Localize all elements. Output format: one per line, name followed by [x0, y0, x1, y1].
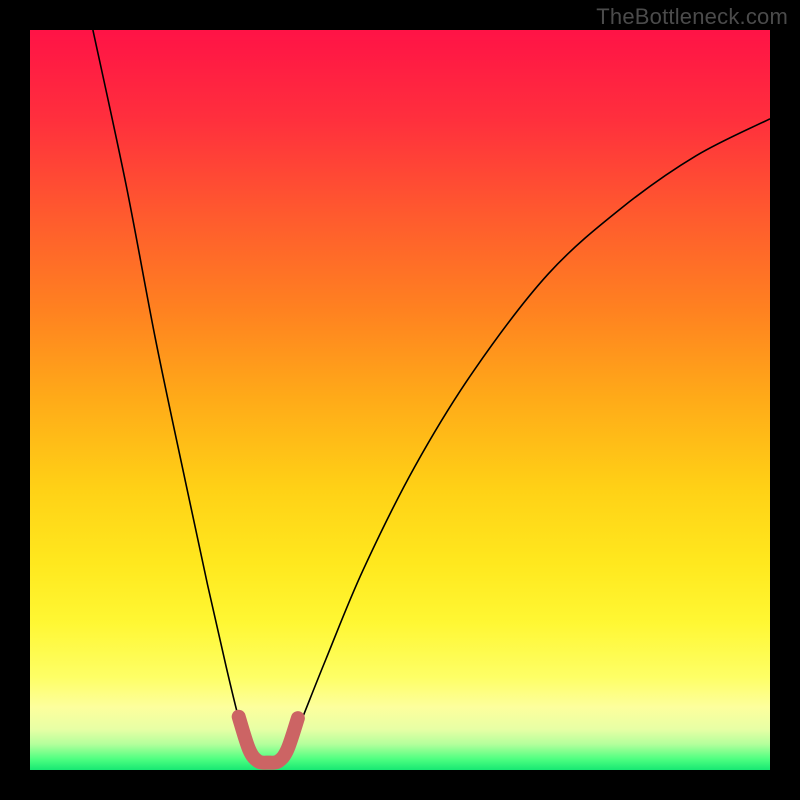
- watermark-text: TheBottleneck.com: [596, 4, 788, 30]
- chart-svg: [0, 0, 800, 800]
- figure-root: TheBottleneck.com: [0, 0, 800, 800]
- plot-background: [30, 30, 770, 770]
